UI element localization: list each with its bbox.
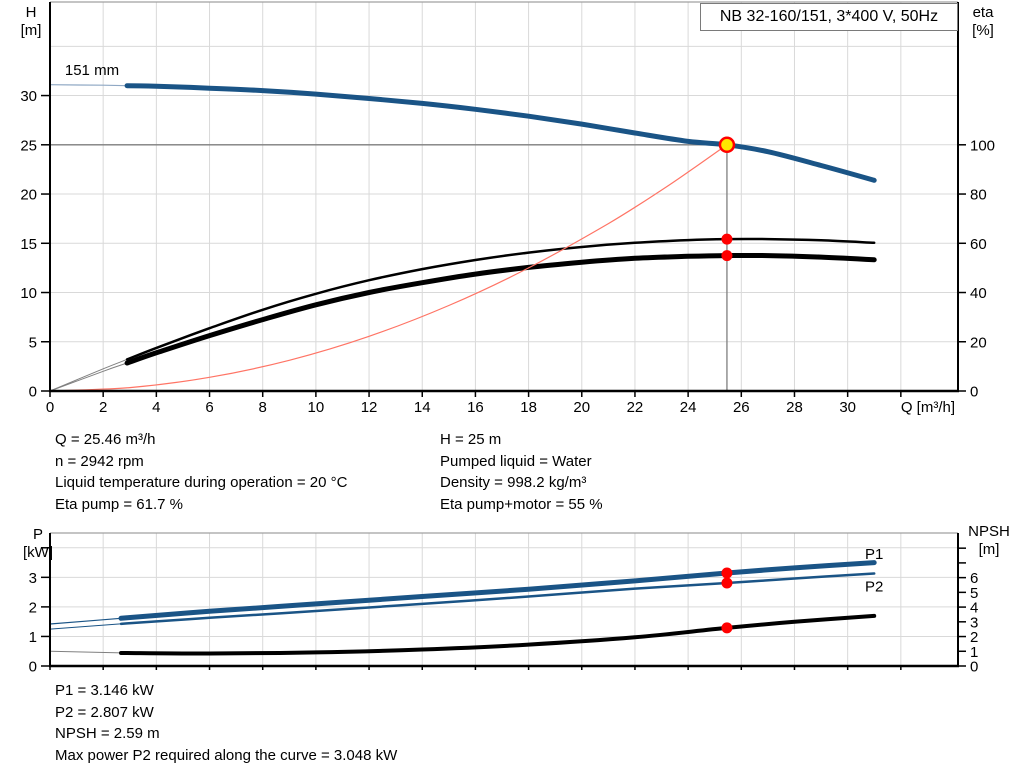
info-line-npsh: NPSH = 2.59 m (55, 725, 160, 742)
eta-pump-curve (125, 237, 876, 361)
right-tick-label: 20 (970, 334, 987, 351)
operating-point-dot (721, 567, 733, 579)
operating-point-dot (721, 250, 733, 262)
info-line-eta-pump: Eta pump = 61.7 % (55, 495, 183, 513)
npsh-curve (119, 613, 877, 656)
right-tick-label: 100 (970, 137, 995, 154)
qh-curve-151mm-thin (49, 84, 128, 87)
x-tick-label: 8 (259, 399, 267, 416)
x-tick-label: 22 (627, 399, 644, 416)
left-tick-label: 5 (29, 334, 37, 351)
left-tick-label: 15 (20, 236, 37, 253)
right-tick-label: 1 (970, 644, 978, 661)
x-tick-label: 28 (786, 399, 803, 416)
p-axis-label: P [kW] (16, 526, 60, 562)
x-tick-label: 6 (205, 399, 213, 416)
q-axis-label: Q [m³/h] (900, 399, 955, 416)
right-tick-label: 60 (970, 236, 987, 253)
npsh-axis-label: NPSH [m] (960, 523, 1018, 559)
operating-point-dot (721, 233, 733, 245)
info-line-p2: P2 = 2.807 kW (55, 703, 154, 721)
h-axis-label-unit: [m] (20, 22, 42, 39)
info-line-density: Density = 998.2 kg/m³ (440, 474, 587, 491)
h-axis-label: H [m] (12, 4, 50, 40)
left-tick-label: 25 (20, 137, 37, 154)
left-tick-label: 20 (20, 187, 37, 204)
right-tick-label: 0 (970, 659, 978, 676)
npsh-curve-thin (49, 650, 128, 654)
left-tick-label: 2 (29, 599, 37, 616)
p-axis-label-symbol: P (32, 526, 43, 543)
pump-type-title-box: NB 32-160/151, 3*400 V, 50Hz (700, 3, 958, 31)
x-tick-label: 24 (680, 399, 697, 416)
duty-info-right: H = 25 m Pumped liquid = Water Density =… (440, 429, 603, 515)
right-tick-label: 4 (970, 600, 978, 617)
operating-point-dot (721, 622, 733, 634)
left-tick-label: 1 (29, 629, 37, 646)
info-line-max-power: Max power P2 required along the curve = … (55, 746, 398, 764)
left-tick-label: 10 (20, 285, 37, 302)
left-tick-label: 0 (29, 384, 37, 401)
eta-pump-curve-thin (49, 358, 128, 392)
eta-axis-label-symbol: eta (972, 4, 994, 21)
eta-axis-label-unit: [%] (972, 22, 994, 39)
p2-curve (119, 572, 876, 626)
p1-curve (118, 560, 877, 621)
h-axis-label-symbol: H (25, 4, 37, 21)
curve-label-151-mm: 151 mm (65, 62, 119, 79)
right-tick-label: 6 (970, 570, 978, 587)
p-axis-label-unit: [kW] (23, 544, 53, 561)
left-tick-label: 0 (29, 659, 37, 676)
info-line-q: Q = 25.46 m³/h (55, 431, 156, 448)
x-tick-label: 18 (520, 399, 537, 416)
right-tick-label: 5 (970, 585, 978, 602)
left-tick-label: 30 (20, 88, 37, 105)
npsh-axis-label-unit: [m] (978, 541, 1000, 558)
x-tick-label: 14 (414, 399, 431, 416)
duty-info-left: Q = 25.46 m³/h n = 2942 rpm Liquid tempe… (55, 429, 347, 515)
p2-curve-thin (49, 622, 128, 630)
right-tick-label: 2 (970, 629, 978, 646)
x-tick-label: 26 (733, 399, 750, 416)
x-tick-label: 12 (361, 399, 378, 416)
info-line-n: n = 2942 rpm (55, 452, 144, 470)
x-tick-label: 10 (308, 399, 325, 416)
right-tick-label: 0 (970, 384, 978, 401)
x-tick-label: 16 (467, 399, 484, 416)
info-line-pumped-liquid: Pumped liquid = Water (440, 452, 592, 470)
p1-curve-thin (49, 617, 128, 625)
info-line-h: H = 25 m (440, 431, 502, 448)
right-tick-label: 40 (970, 285, 987, 302)
x-tick-label: 4 (152, 399, 160, 416)
power-info: P1 = 3.146 kW P2 = 2.807 kW NPSH = 2.59 … (55, 680, 397, 766)
info-line-p1: P1 = 3.146 kW (55, 682, 154, 699)
right-tick-label: 80 (970, 187, 987, 204)
eta-axis-label: eta [%] (960, 4, 1006, 40)
curve-label-p1: P1 (865, 546, 883, 563)
info-line-eta-pump-motor: Eta pump+motor = 55 % (440, 495, 603, 513)
operating-point-dot (721, 577, 733, 589)
x-tick-label: 0 (46, 399, 54, 416)
qh-curve-151mm (124, 83, 877, 183)
right-tick-label: 3 (970, 614, 978, 631)
eta-pump-motor-curve (124, 252, 877, 366)
x-tick-label: 2 (99, 399, 107, 416)
x-tick-label: 30 (839, 399, 856, 416)
duty-point-marker[interactable] (718, 136, 736, 154)
left-tick-label: 3 (29, 570, 37, 587)
x-tick-label: 20 (573, 399, 590, 416)
eta-pump-motor-curve-thin (49, 362, 128, 392)
curve-label-p2: P2 (865, 579, 883, 596)
info-line-liquid-temp: Liquid temperature during operation = 20… (55, 474, 348, 491)
system-curve (49, 144, 728, 392)
npsh-axis-label-symbol: NPSH (968, 523, 1010, 540)
